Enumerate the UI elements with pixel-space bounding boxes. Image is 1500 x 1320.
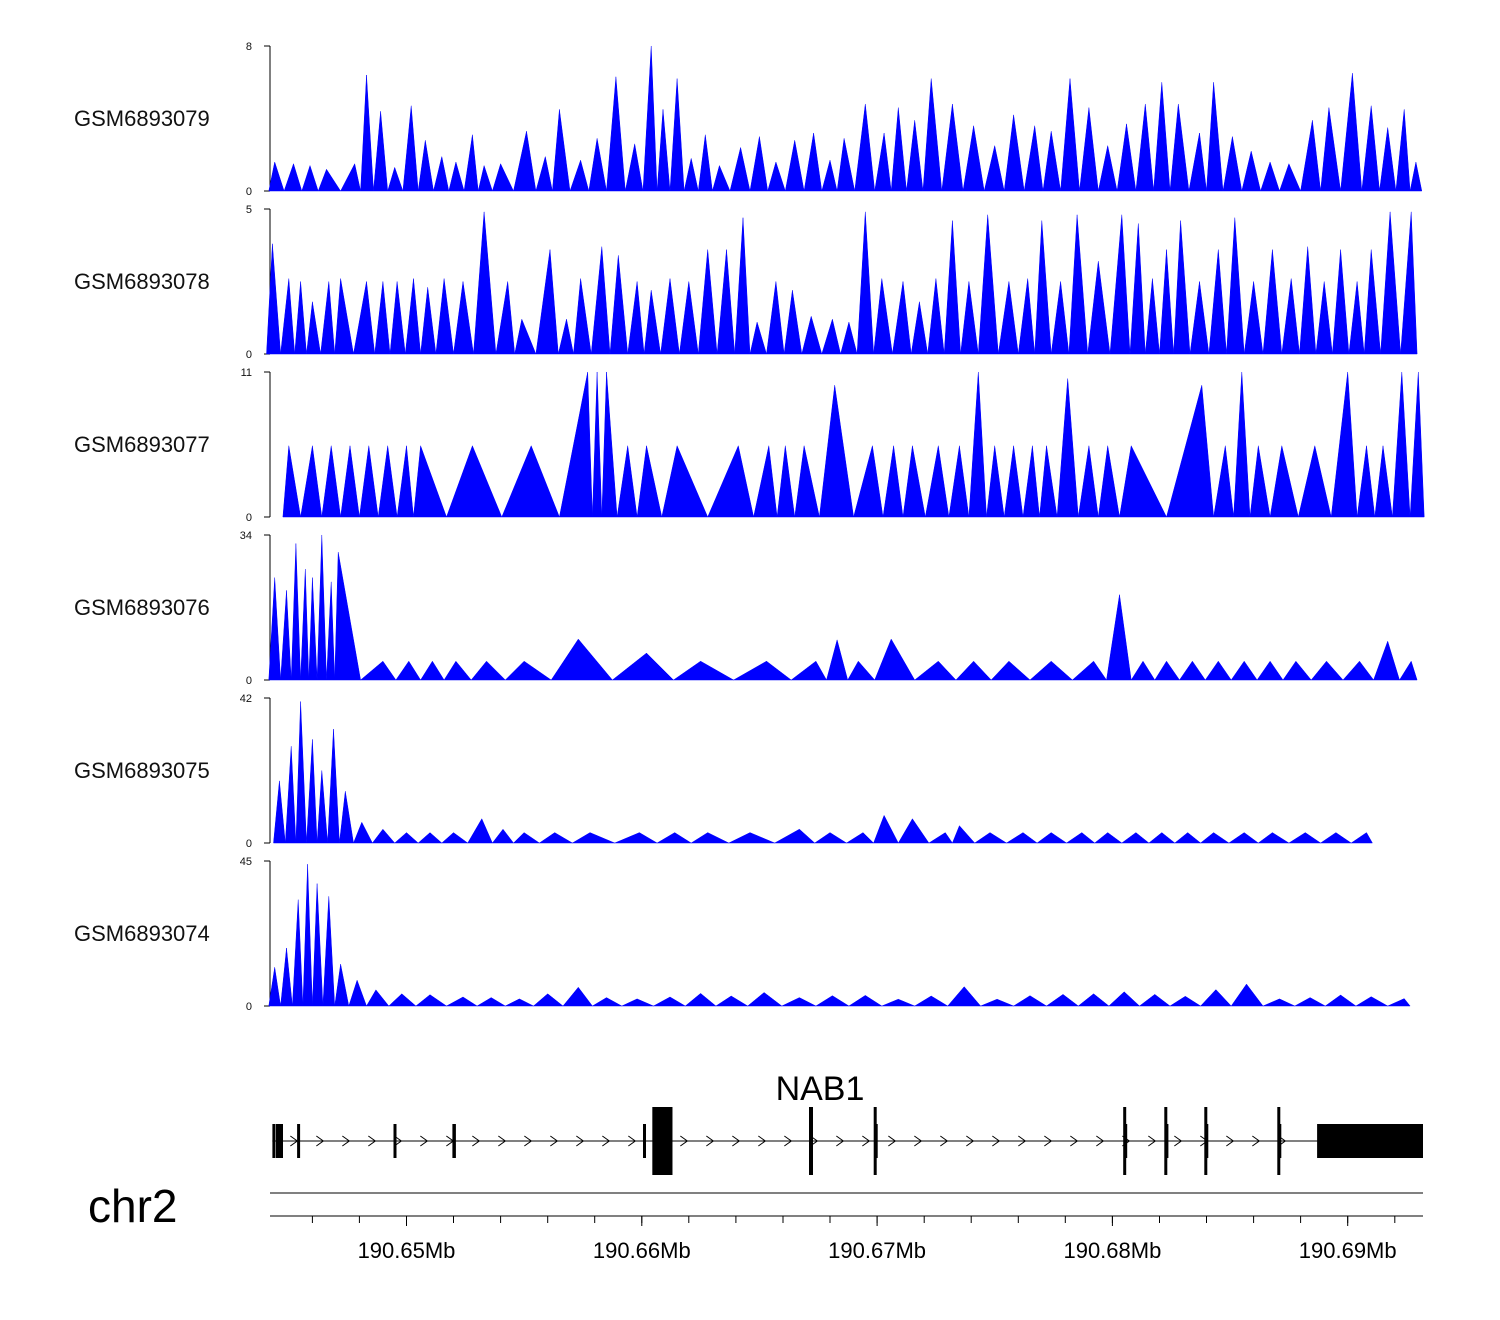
track-GSM6893078: GSM6893078 5 0 xyxy=(74,204,1418,361)
exon-4 xyxy=(452,1124,456,1158)
y-axis-max-label: 34 xyxy=(240,530,252,542)
strand-arrow xyxy=(758,1135,767,1147)
exon-5 xyxy=(643,1124,646,1158)
y-axis-min-label: 0 xyxy=(246,186,252,198)
strand-arrow xyxy=(680,1135,689,1147)
exon-tall-5 xyxy=(1277,1107,1281,1175)
tick-label: 190.66Mb xyxy=(593,1238,691,1263)
strand-arrow xyxy=(992,1135,1001,1147)
strand-arrow xyxy=(940,1135,949,1147)
y-axis-max-label: 5 xyxy=(246,204,252,216)
track-label: GSM6893074 xyxy=(74,921,210,946)
y-axis-min-label: 0 xyxy=(246,349,252,361)
strand-arrow xyxy=(1226,1135,1235,1147)
y-axis-min-label: 0 xyxy=(246,675,252,687)
track-label: GSM6893079 xyxy=(74,106,210,131)
gene-label: NAB1 xyxy=(776,1070,865,1108)
track-GSM6893079: GSM6893079 8 0 xyxy=(74,41,1423,198)
axis-ticks: 190.65Mb 190.66Mb 190.67Mb 190.68Mb 190.69Mb xyxy=(311,1216,1397,1263)
track-label: GSM6893076 xyxy=(74,595,210,620)
track-label: GSM6893077 xyxy=(74,432,210,457)
chromosome-axis: chr2 190.65Mb 190.66Mb 190.67Mb 190.68Mb 190… xyxy=(88,1180,1423,1263)
strand-arrow xyxy=(602,1135,611,1147)
track-GSM6893076: GSM6893076 34 0 xyxy=(74,530,1418,687)
coverage-area xyxy=(268,534,1418,681)
exon-tall-1 xyxy=(873,1107,877,1175)
track-GSM6893075: GSM6893075 42 0 xyxy=(74,693,1373,850)
strand-arrow xyxy=(1252,1135,1261,1147)
gene-model xyxy=(272,1107,1423,1175)
exon-2 xyxy=(297,1124,301,1158)
coverage-area xyxy=(273,701,1373,844)
tick-label: 190.65Mb xyxy=(358,1238,456,1263)
exon-coding-large xyxy=(652,1107,673,1175)
y-axis-min-label: 0 xyxy=(246,1001,252,1013)
gene-track: NAB1 xyxy=(272,1070,1423,1175)
chromosome-label: chr2 xyxy=(88,1180,177,1232)
strand-arrow xyxy=(472,1135,481,1147)
y-axis-min-label: 0 xyxy=(246,512,252,524)
strand-arrow xyxy=(550,1135,559,1147)
strand-arrow xyxy=(576,1135,585,1147)
tick-label: 190.69Mb xyxy=(1299,1238,1397,1263)
strand-arrow xyxy=(836,1135,845,1147)
strand-arrow xyxy=(628,1135,637,1147)
strand-arrow xyxy=(1148,1135,1157,1147)
coverage-area xyxy=(268,864,1411,1007)
strand-arrow xyxy=(368,1135,377,1147)
strand-arrow xyxy=(1096,1135,1105,1147)
y-axis-max-label: 11 xyxy=(241,367,252,379)
track-label: GSM6893075 xyxy=(74,758,210,783)
tick-label: 190.68Mb xyxy=(1063,1238,1161,1263)
exon-tall-0 xyxy=(809,1107,812,1175)
strand-arrow xyxy=(342,1135,351,1147)
y-axis-max-label: 42 xyxy=(240,693,252,705)
coverage-tracks: GSM689307980GSM689307850GSM6893077110GSM… xyxy=(74,41,1425,1013)
exon-3 xyxy=(393,1124,397,1158)
exon-13 xyxy=(1317,1124,1423,1158)
exon-tall-3 xyxy=(1164,1107,1168,1175)
track-GSM6893077: GSM6893077 11 0 xyxy=(74,367,1425,524)
strand-arrow xyxy=(888,1135,897,1147)
exon-tall-2 xyxy=(1123,1107,1127,1175)
strand-arrow xyxy=(732,1135,741,1147)
exon-0 xyxy=(272,1124,276,1158)
strand-arrow xyxy=(498,1135,507,1147)
strand-arrow xyxy=(316,1135,325,1147)
y-axis-min-label: 0 xyxy=(246,838,252,850)
track-GSM6893074: GSM6893074 45 0 xyxy=(74,856,1411,1013)
exon-1 xyxy=(275,1124,283,1158)
coverage-area xyxy=(268,45,1423,192)
strand-arrow xyxy=(914,1135,923,1147)
strand-arrow xyxy=(862,1135,871,1147)
strand-arrow xyxy=(706,1135,715,1147)
strand-arrow xyxy=(1018,1135,1027,1147)
coverage-area xyxy=(282,371,1425,518)
tick-label: 190.67Mb xyxy=(828,1238,926,1263)
y-axis-max-label: 45 xyxy=(240,856,252,868)
y-axis-max-label: 8 xyxy=(246,41,252,53)
strand-arrow xyxy=(1044,1135,1053,1147)
track-label: GSM6893078 xyxy=(74,269,210,294)
strand-arrow xyxy=(784,1135,793,1147)
coverage-area xyxy=(266,211,1418,355)
strand-arrow xyxy=(394,1135,403,1147)
exon-tall-4 xyxy=(1204,1107,1208,1175)
strand-arrow xyxy=(524,1135,533,1147)
strand-arrow xyxy=(966,1135,975,1147)
strand-arrow xyxy=(1070,1135,1079,1147)
strand-arrow xyxy=(420,1135,429,1147)
strand-arrow xyxy=(1174,1135,1183,1147)
